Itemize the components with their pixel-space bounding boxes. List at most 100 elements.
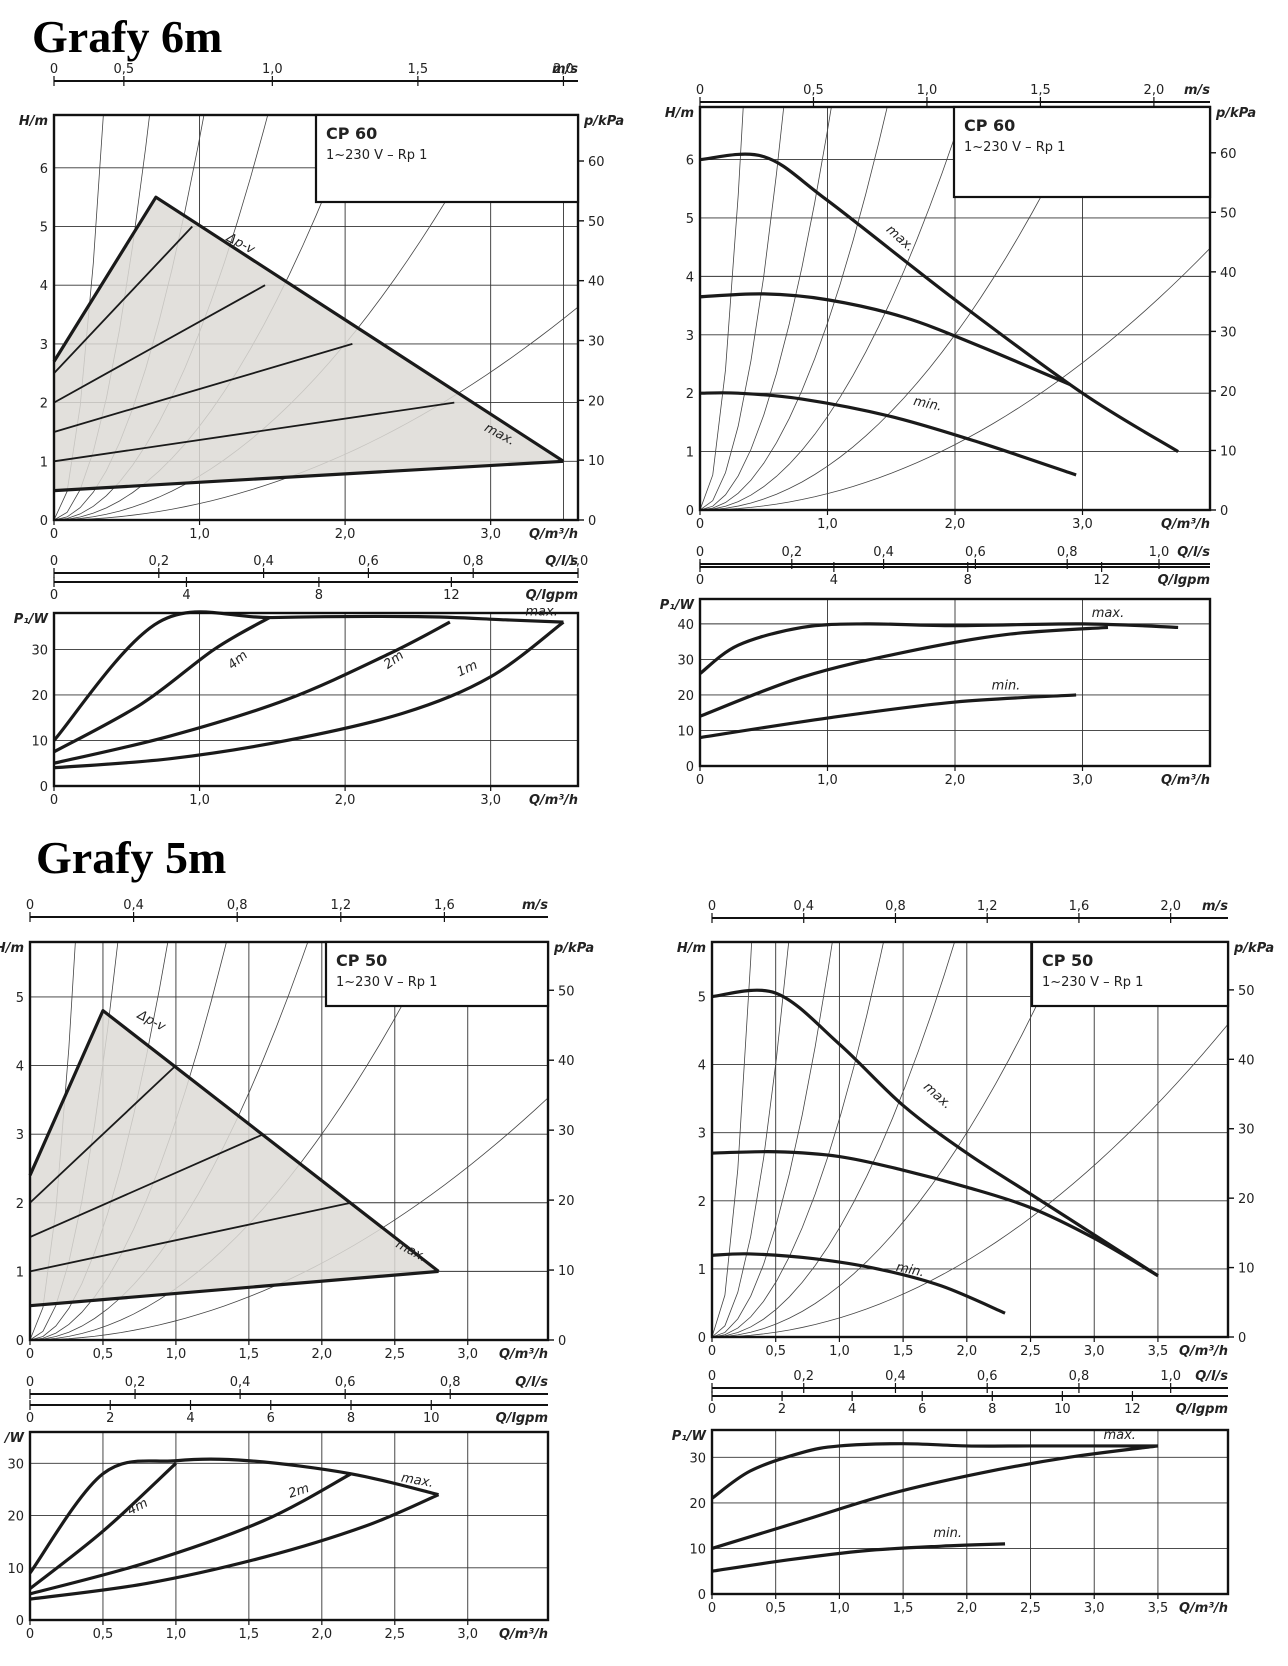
y-tick-label: 0	[698, 1331, 706, 1346]
series-line	[711, 1444, 1159, 1550]
system-curve	[699, 248, 1211, 511]
y-tick-label: 1	[40, 455, 48, 470]
curve-annotation: max.	[1103, 1428, 1135, 1443]
aux-tick-label: 1,0	[262, 62, 283, 77]
y-tick-label: 5	[698, 990, 706, 1005]
model-subtitle: 1~230 V – Rp 1	[1042, 975, 1143, 990]
series-line	[699, 625, 1109, 718]
x-tick-label: 2,0	[311, 1627, 332, 1642]
aux-tick-label: 1,6	[1069, 899, 1090, 914]
x-tick-label: 1,0	[817, 773, 838, 788]
chart-panel-cp50-const-head: CP 50 1~230 V – Rp 1 0 0,5 1,0 1,5 2,0 2,5 3,0 3,…	[677, 899, 1274, 1417]
y-tick-label: 1	[686, 446, 694, 461]
plot-frame	[28, 940, 550, 1342]
aux-tick-label: 0,4	[793, 899, 814, 914]
y2-tick-label: 30	[588, 335, 605, 350]
y2-tick-label: 40	[1220, 266, 1237, 281]
aux-tick-label: 0,6	[965, 545, 986, 560]
aux-tick-label: 8	[347, 1411, 355, 1426]
system-curve	[699, 106, 832, 511]
system-curve	[711, 941, 833, 1338]
y-tick-label: 0	[686, 504, 694, 519]
system-curve	[711, 941, 1067, 1338]
aux-tick-label: 0,8	[440, 1375, 461, 1390]
chart-panel-cp50-const-power: 0 0,5 1,0 1,5 2,0 2,5 3,0 3,5 Q/m³/h 0 10 20 30 P₁/W m…	[672, 1428, 1230, 1616]
x-tick-label: 1,0	[817, 517, 838, 532]
series-line	[29, 1269, 439, 1308]
y-tick-label: 5	[16, 991, 24, 1006]
aux-tick-label: 10	[423, 1411, 440, 1426]
y2-tick-label: 30	[1238, 1123, 1255, 1138]
aux-tick-label: 0	[708, 1369, 716, 1384]
system-curve	[711, 941, 753, 1338]
x-tick-label: 1,0	[829, 1601, 850, 1616]
plot-frame	[52, 611, 580, 788]
aux-tick-label: 0,4	[873, 545, 894, 560]
y2-tick-label: 20	[588, 394, 605, 409]
y-tick-label: 10	[31, 734, 48, 749]
y-tick-label: 3	[40, 338, 48, 353]
curve-annotation: max.	[525, 605, 557, 620]
chart-panel-cp60-const-head: CP 601~230 V – Rp 10 1,0 2,0 3,0 Q/m³/h01234…	[665, 83, 1256, 588]
x-tick-label: 3,5	[1148, 1601, 1169, 1616]
aux-axis-label: Q/l/s	[515, 1375, 548, 1390]
x-tick-label: 0,5	[93, 1627, 114, 1642]
y-tick-label: 5	[40, 221, 48, 236]
y-tick-label: 6	[40, 162, 48, 177]
plot-frame	[710, 1428, 1230, 1596]
y2-tick-label: 40	[588, 275, 605, 290]
y-axis-label: /W	[3, 1431, 25, 1446]
system-curve	[711, 941, 955, 1338]
x-tick-label: 0	[26, 1627, 34, 1642]
series-line	[28, 1009, 440, 1273]
aux-tick-label: 0,5	[114, 62, 135, 77]
y2-tick-label: 20	[1220, 385, 1237, 400]
x-tick-label: 3,5	[1148, 1344, 1169, 1359]
aux-tick-label: 0	[708, 899, 716, 914]
aux-tick-label: 0,5	[803, 83, 824, 98]
y-tick-label: 10	[677, 724, 694, 739]
x-tick-label: 2,5	[1020, 1344, 1041, 1359]
y2-tick-label: 10	[1220, 444, 1237, 459]
y2-tick-label: 10	[588, 454, 605, 469]
aux-tick-label: 0	[50, 62, 58, 77]
aux-tick-label: 0	[696, 573, 704, 588]
x-tick-label: 3,0	[457, 1347, 478, 1362]
aux-tick-label: 0,4	[885, 1369, 906, 1384]
aux-tick-label: 4	[848, 1402, 856, 1417]
series-line	[699, 391, 1077, 477]
y2-tick-label: 30	[1220, 325, 1237, 340]
x-tick-label: 0	[696, 517, 704, 532]
x-tick-label: 3,0	[1072, 773, 1093, 788]
y-tick-label: 0	[686, 760, 694, 775]
aux-tick-label: 0,8	[463, 554, 484, 569]
x-tick-label: 3,0	[480, 527, 501, 542]
aux-axis-label: Q/lgpm	[526, 588, 578, 603]
y-tick-label: 4	[698, 1059, 706, 1074]
y2-tick-label: 40	[1238, 1053, 1255, 1068]
x-tick-label: 0,5	[93, 1347, 114, 1362]
y-tick-label: 20	[7, 1510, 24, 1525]
series-line	[699, 292, 1071, 386]
y-tick-label: 20	[689, 1497, 706, 1512]
model-box	[952, 105, 1212, 199]
series-line	[699, 693, 1077, 740]
series-line	[28, 1457, 439, 1574]
y2-axis-label: p/kPa	[1233, 941, 1274, 956]
x-tick-label: 2,0	[956, 1344, 977, 1359]
aux-tick-label: 0,8	[885, 899, 906, 914]
series-line	[53, 620, 451, 765]
y-axis-label: H/m	[19, 114, 48, 129]
x-tick-label: 2,5	[384, 1347, 405, 1362]
x-tick-label: 1,5	[893, 1344, 914, 1359]
x-axis-label: Q/m³/h	[499, 1627, 548, 1642]
y-tick-label: 4	[16, 1060, 24, 1075]
x-tick-label: 1,0	[829, 1344, 850, 1359]
model-name: CP 60	[326, 124, 377, 143]
y-tick-label: 3	[16, 1128, 24, 1143]
aux-tick-label: 0,6	[977, 1369, 998, 1384]
y-tick-label: 30	[7, 1457, 24, 1472]
y2-tick-label: 30	[558, 1124, 575, 1139]
aux-tick-label: 0	[26, 1411, 34, 1426]
y-tick-label: 3	[686, 329, 694, 344]
